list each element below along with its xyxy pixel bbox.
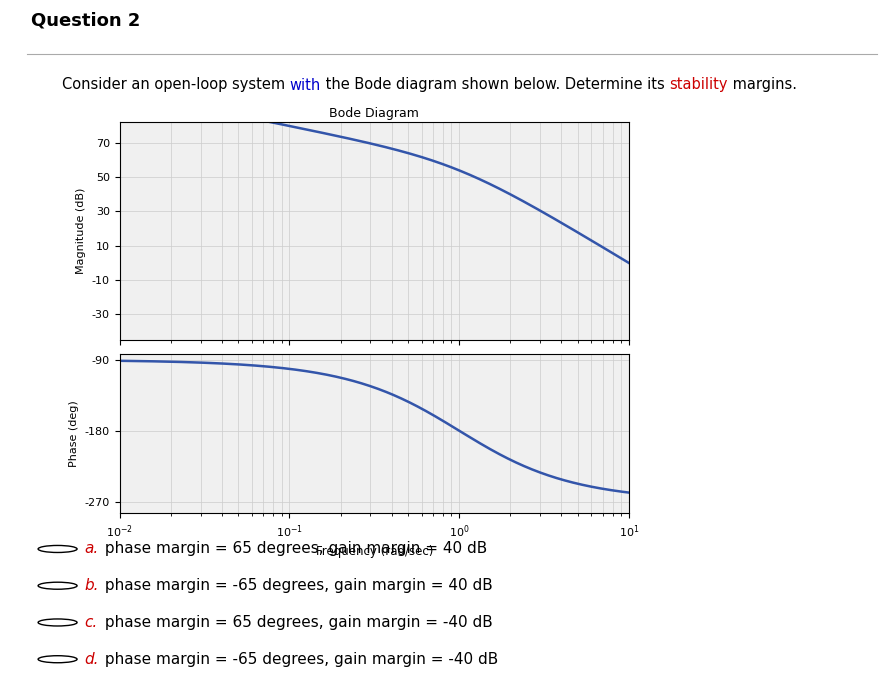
- Text: a.: a.: [84, 541, 98, 556]
- Text: the Bode diagram shown below. Determine its: the Bode diagram shown below. Determine …: [321, 78, 670, 92]
- Text: Question 2: Question 2: [31, 11, 140, 29]
- Text: phase margin = 65 degrees, gain margin = 40 dB: phase margin = 65 degrees, gain margin =…: [100, 541, 487, 556]
- Text: stability: stability: [670, 78, 728, 92]
- X-axis label: Frequency (rad/sec): Frequency (rad/sec): [315, 545, 433, 558]
- Text: b.: b.: [84, 578, 98, 593]
- Title: Bode Diagram: Bode Diagram: [330, 107, 419, 120]
- Y-axis label: Magnitude (dB): Magnitude (dB): [76, 188, 86, 275]
- Text: phase margin = -65 degrees, gain margin = 40 dB: phase margin = -65 degrees, gain margin …: [100, 578, 493, 593]
- Text: with: with: [290, 78, 321, 92]
- Text: phase margin = -65 degrees, gain margin = -40 dB: phase margin = -65 degrees, gain margin …: [100, 651, 498, 666]
- Text: phase margin = 65 degrees, gain margin = -40 dB: phase margin = 65 degrees, gain margin =…: [100, 615, 493, 630]
- Text: c.: c.: [84, 615, 97, 630]
- Y-axis label: Phase (deg): Phase (deg): [69, 400, 79, 467]
- Text: Consider an open-loop system: Consider an open-loop system: [62, 78, 290, 92]
- Text: margins.: margins.: [728, 78, 797, 92]
- Text: d.: d.: [84, 651, 98, 666]
